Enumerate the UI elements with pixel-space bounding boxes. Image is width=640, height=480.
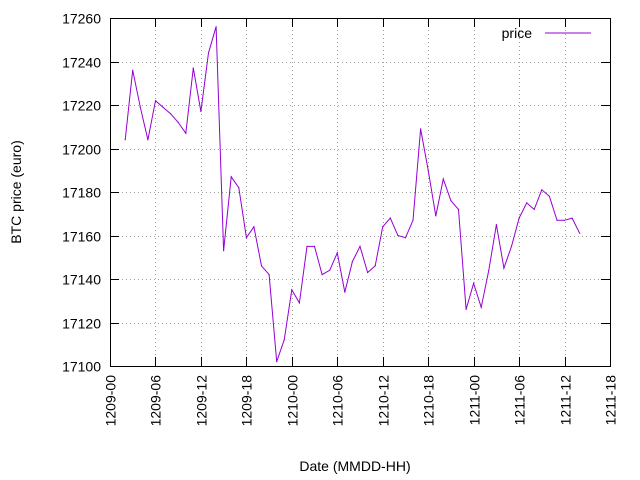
x-tick-label: 1210-18 <box>421 375 437 427</box>
data-point <box>351 261 353 263</box>
data-point <box>404 237 407 239</box>
data-point <box>427 169 429 171</box>
data-point <box>579 232 581 234</box>
y-tick-label: 17120 <box>62 316 101 332</box>
data-point <box>389 217 391 219</box>
x-tick-label: 1209-06 <box>148 375 164 427</box>
data-point <box>435 215 437 217</box>
data-point <box>397 234 399 237</box>
x-tick-label: 1211-12 <box>558 375 574 426</box>
data-point <box>139 106 141 108</box>
data-point <box>480 306 482 308</box>
data-point <box>571 217 573 219</box>
y-tick-label: 17140 <box>62 272 101 288</box>
series-layer <box>124 26 581 363</box>
data-point <box>457 208 460 210</box>
x-tick-label: 1209-18 <box>239 375 255 427</box>
data-point <box>556 219 558 221</box>
data-point <box>260 265 263 267</box>
data-point <box>563 219 566 221</box>
data-point <box>313 245 316 247</box>
data-point <box>223 250 225 252</box>
data-point <box>230 176 232 178</box>
data-point <box>185 132 187 134</box>
data-point <box>245 237 247 239</box>
data-point <box>154 100 157 102</box>
data-point <box>215 26 217 28</box>
y-tick-label: 17200 <box>62 142 101 158</box>
data-point <box>533 208 535 210</box>
data-point <box>162 106 164 108</box>
y-tick-label: 17240 <box>62 55 101 71</box>
x-tick-label: 1211-00 <box>467 375 483 426</box>
data-point <box>192 67 194 69</box>
data-point <box>510 245 513 247</box>
x-axis-label: Date (MMDD-HH) <box>299 458 410 474</box>
data-point <box>541 189 543 191</box>
data-point <box>253 226 255 228</box>
x-tick-label: 1210-12 <box>376 375 392 427</box>
plot-frame <box>110 18 611 367</box>
data-point <box>200 110 202 113</box>
x-tick-label: 1210-00 <box>285 375 301 427</box>
data-point <box>291 289 293 291</box>
data-point <box>132 69 134 71</box>
data-point <box>374 265 376 267</box>
data-point <box>488 269 490 271</box>
data-point <box>306 245 308 247</box>
y-axis-label: BTC price (euro) <box>8 140 24 243</box>
data-point <box>359 245 361 247</box>
data-point <box>268 274 270 276</box>
x-tick-label: 1211-18 <box>603 375 619 426</box>
data-point <box>503 267 505 269</box>
y-tick-label: 17160 <box>62 229 101 245</box>
data-point <box>420 128 422 130</box>
x-axis-ticks: 1209-00 1209-06 1209-12 1209-18 1210-00 1210-… <box>103 18 619 426</box>
data-point <box>382 226 384 228</box>
y-tick-label: 17180 <box>62 185 101 201</box>
legend-label-price: price <box>502 25 533 41</box>
data-point <box>473 282 475 284</box>
data-point <box>124 139 126 141</box>
data-point <box>329 269 331 271</box>
data-point <box>276 361 278 363</box>
data-point <box>238 187 240 189</box>
y-tick-label: 17100 <box>62 359 101 375</box>
data-point <box>177 121 179 123</box>
x-tick-label: 1209-12 <box>194 375 210 427</box>
data-point <box>465 308 467 310</box>
data-point <box>147 139 149 141</box>
x-tick-label: 1210-06 <box>330 375 346 427</box>
data-point <box>442 178 444 180</box>
data-point <box>526 202 528 204</box>
y-axis-ticks: 17100 17120 17140 17160 17180 17200 17220 17240… <box>62 11 610 375</box>
chart-grid <box>110 18 610 366</box>
series-line-price <box>124 26 581 362</box>
x-tick-label: 1209-00 <box>103 375 119 427</box>
x-tick-label: 1211-06 <box>512 375 528 426</box>
data-point <box>518 217 520 219</box>
data-point <box>321 274 323 276</box>
data-point <box>170 113 172 115</box>
legend: price <box>502 25 591 41</box>
data-point <box>336 252 338 254</box>
y-tick-label: 17260 <box>62 11 101 27</box>
data-point <box>367 271 369 274</box>
data-point <box>344 291 346 293</box>
data-point <box>495 224 497 226</box>
y-tick-label: 17220 <box>62 98 101 114</box>
data-point <box>412 219 414 221</box>
data-point <box>548 195 551 197</box>
data-point <box>283 339 285 341</box>
data-point <box>450 200 452 202</box>
data-point <box>298 302 300 304</box>
data-point <box>207 52 210 54</box>
